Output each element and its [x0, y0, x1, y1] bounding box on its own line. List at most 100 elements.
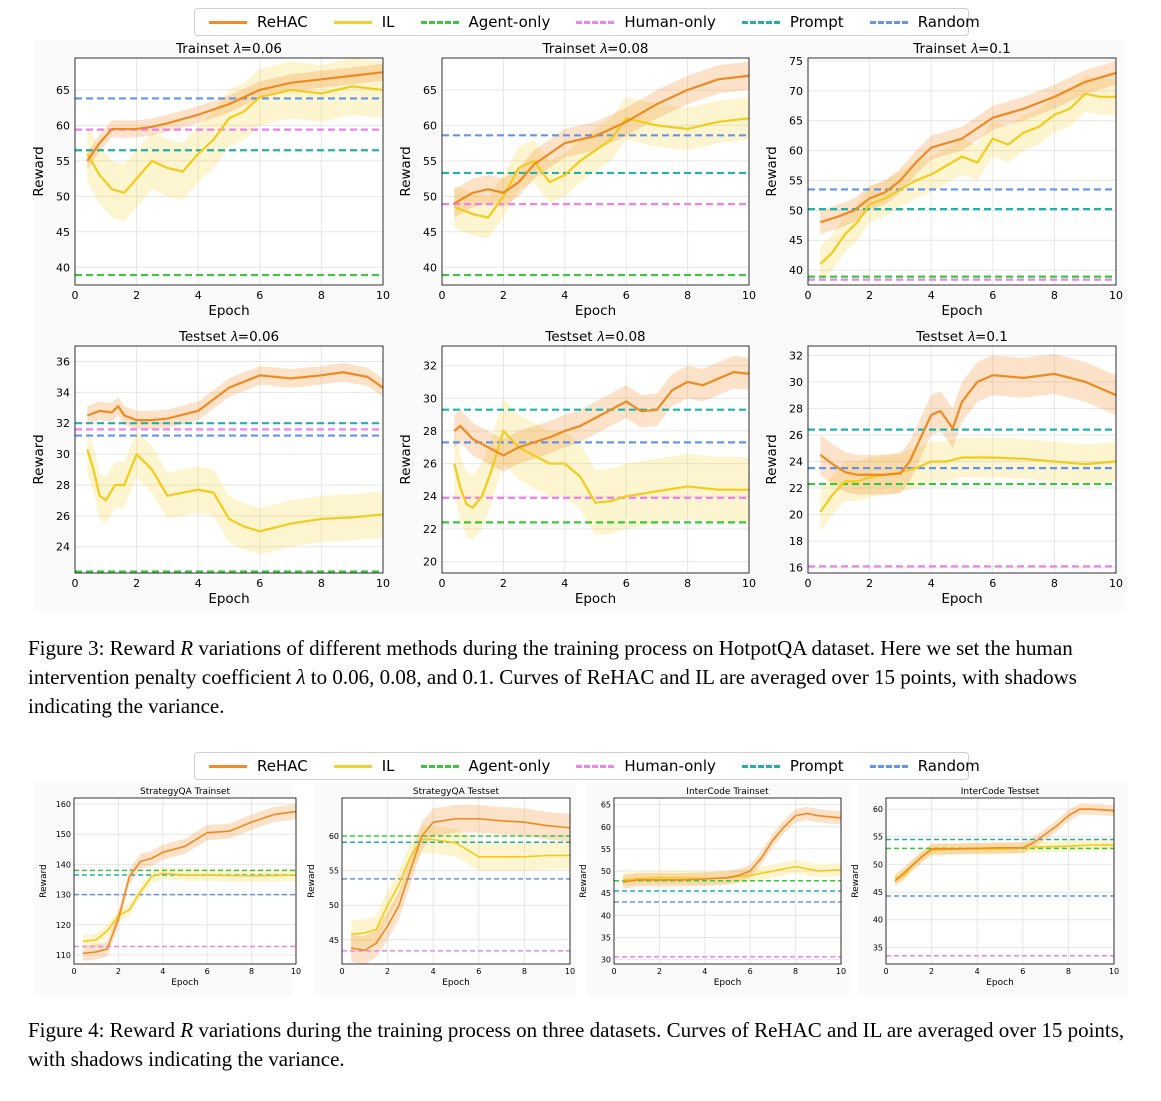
- x-tick-label: 6: [623, 577, 630, 590]
- x-axis-label: Epoch: [941, 303, 982, 319]
- x-tick-label: 0: [439, 289, 446, 302]
- y-tick-label: 45: [423, 226, 437, 239]
- x-tick-label: 2: [133, 289, 140, 302]
- y-axis-label: Reward: [851, 864, 861, 898]
- legend-label: ReHAC: [257, 757, 308, 775]
- y-tick-label: 30: [789, 376, 803, 389]
- series-line-rehac: [622, 812, 841, 883]
- x-tick-label: 2: [500, 577, 507, 590]
- y-tick-label: 40: [601, 911, 611, 920]
- y-tick-label: 30: [601, 956, 611, 965]
- y-tick-label: 40: [873, 916, 883, 925]
- legend-swatch: [209, 764, 247, 768]
- series-line-il: [453, 117, 749, 219]
- figure-4-caption: Figure 4: Reward R variations during the…: [28, 1018, 1125, 1071]
- legend-item-prompt: Prompt: [741, 13, 844, 31]
- chart: 0 2 4 6 8 10 35 40 45 50 55 60 InterCode Testset Epoc…: [851, 787, 1119, 988]
- x-axis-label: Epoch: [208, 591, 249, 607]
- x-tick-label: 10: [836, 967, 846, 976]
- y-tick-label: 26: [56, 510, 70, 523]
- x-tick-label: 2: [116, 967, 121, 976]
- legend-item-human-only: Human-only: [576, 13, 716, 31]
- legend-swatch: [869, 20, 908, 24]
- y-tick-label: 34: [56, 386, 70, 399]
- y-tick-label: 65: [601, 801, 611, 810]
- chart-title: Testset 𝜆=0.1: [915, 329, 1008, 345]
- y-tick-label: 130: [56, 891, 71, 900]
- legend-item-random: Random: [869, 757, 980, 775]
- x-tick-label: 10: [291, 967, 301, 976]
- y-tick-label: 28: [56, 479, 70, 492]
- y-axis-label: Reward: [764, 146, 780, 196]
- x-tick-label: 8: [318, 577, 325, 590]
- x-tick-label: 4: [195, 577, 202, 590]
- plot-area: [74, 798, 296, 964]
- legend-item-rehac: ReHAC: [209, 13, 308, 31]
- y-tick-label: 75: [789, 55, 803, 68]
- y-tick-label: 40: [56, 261, 70, 274]
- x-tick-label: 6: [476, 967, 481, 976]
- x-axis-label: Epoch: [941, 591, 982, 607]
- y-tick-label: 28: [423, 425, 437, 438]
- x-axis-label: Epoch: [986, 978, 1014, 988]
- y-tick-label: 40: [789, 264, 803, 277]
- chart-title: Trainset 𝜆=0.06: [175, 41, 282, 57]
- y-tick-label: 55: [789, 174, 803, 187]
- series-line-il: [86, 449, 383, 533]
- legend-label: ReHAC: [257, 13, 308, 31]
- x-tick-label: 10: [742, 577, 756, 590]
- plot-frame: [74, 345, 384, 574]
- x-axis-label: Epoch: [208, 303, 249, 319]
- y-tick-label: 16: [789, 562, 803, 575]
- y-tick-label: 36: [56, 355, 70, 368]
- chart: 0 2 4 6 8 10 40 45 50 55 60 65 Trainset 𝜆=0.08 Epoch R…: [398, 41, 756, 319]
- y-tick-label: 20: [423, 556, 437, 569]
- variance-band-rehac: [820, 353, 1116, 495]
- y-axis-label: Reward: [398, 146, 414, 196]
- x-tick-label: 6: [748, 967, 753, 976]
- y-tick-label: 50: [789, 204, 803, 217]
- x-tick-label: 8: [249, 967, 254, 976]
- legend-swatch: [576, 764, 615, 768]
- series-line-il: [86, 85, 383, 194]
- y-tick-label: 45: [873, 888, 883, 897]
- series-line-il: [351, 838, 570, 936]
- plot-frame: [807, 345, 1117, 574]
- x-tick-label: 6: [256, 577, 263, 590]
- y-axis-label: Reward: [398, 434, 414, 484]
- x-tick-label: 0: [339, 967, 344, 976]
- y-tick-label: 30: [423, 392, 437, 405]
- legend-swatch: [333, 764, 372, 768]
- x-tick-label: 8: [1051, 577, 1058, 590]
- x-tick-label: 6: [256, 289, 263, 302]
- x-tick-label: 0: [71, 967, 76, 976]
- x-tick-label: 2: [866, 289, 873, 302]
- y-tick-label: 60: [601, 823, 611, 832]
- y-axis-label: Reward: [307, 864, 317, 898]
- plot-area: [75, 346, 383, 573]
- plot-frame: [441, 345, 750, 574]
- legend-swatch: [741, 764, 780, 768]
- variance-band-rehac: [82, 804, 296, 961]
- x-tick-label: 2: [657, 967, 662, 976]
- x-tick-label: 0: [805, 289, 812, 302]
- y-tick-label: 120: [56, 921, 71, 930]
- chart-title: StrategyQA Trainset: [140, 787, 230, 797]
- y-axis-label: Reward: [39, 864, 49, 898]
- x-tick-label: 0: [72, 577, 79, 590]
- x-tick-label: 4: [160, 967, 165, 976]
- x-tick-label: 4: [702, 967, 707, 976]
- x-tick-label: 4: [928, 289, 935, 302]
- y-tick-label: 24: [56, 541, 70, 554]
- y-tick-label: 55: [601, 845, 611, 854]
- legend-swatch: [420, 20, 459, 24]
- y-tick-label: 35: [873, 943, 883, 952]
- plot-area: [808, 346, 1116, 573]
- x-tick-label: 10: [376, 289, 390, 302]
- y-tick-label: 60: [329, 832, 339, 841]
- x-tick-label: 0: [805, 577, 812, 590]
- y-tick-label: 55: [329, 867, 339, 876]
- x-tick-label: 4: [975, 967, 980, 976]
- plot-area: [75, 58, 383, 285]
